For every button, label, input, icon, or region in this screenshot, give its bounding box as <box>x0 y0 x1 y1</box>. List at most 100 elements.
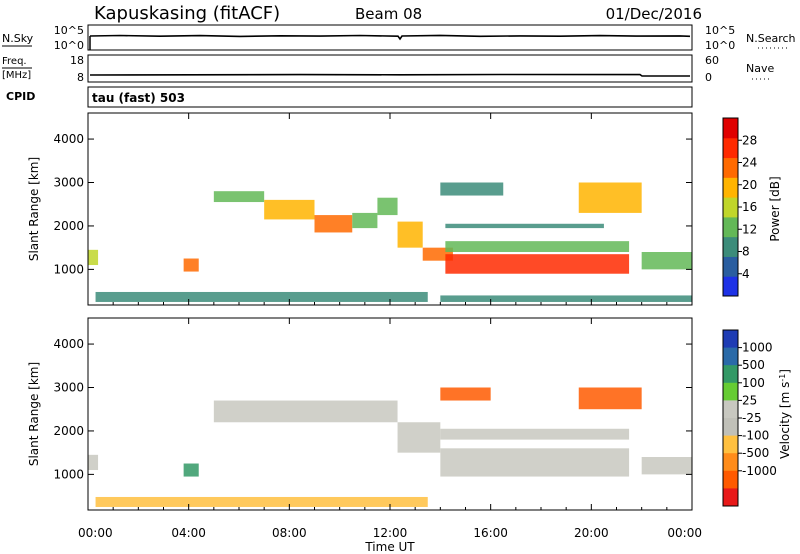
data-region <box>314 215 353 233</box>
x-tick-label: 04:00 <box>171 526 206 540</box>
data-region <box>397 422 441 453</box>
nsky-tick-bottom: 10^0 <box>54 39 84 52</box>
freq-label-bottom: [MHz] <box>2 70 31 81</box>
colorbar-tick-label: 4 <box>742 267 750 281</box>
data-region <box>578 182 642 213</box>
colorbar-tick-label: -25 <box>742 411 762 425</box>
velocity-colorbar-label-exponent: -1 <box>778 374 787 382</box>
colorbar-segment <box>723 236 738 257</box>
colorbar-tick-label: 12 <box>742 222 757 236</box>
power-data-cells <box>88 182 692 302</box>
colorbar-tick-label: 1000 <box>742 341 773 355</box>
data-region <box>440 295 692 302</box>
y-tick-label: 4000 <box>53 337 84 351</box>
data-region <box>445 223 604 229</box>
cpid-label: CPID <box>6 90 35 103</box>
data-region <box>641 457 692 475</box>
y-tick-label: 2000 <box>53 219 84 233</box>
colorbar-segment <box>723 488 738 507</box>
x-tick-label: 08:00 <box>272 526 307 540</box>
data-region <box>440 182 504 196</box>
x-tick-label: 00:00 <box>78 526 113 540</box>
time-axis: 00:00 04:00 08:00 12:00 16:00 20:00 00:00 <box>78 113 702 540</box>
data-region <box>213 400 398 423</box>
colorbar-tick-label: 100 <box>742 376 765 390</box>
colorbar-segment <box>723 470 738 489</box>
data-region <box>445 241 630 253</box>
data-region <box>213 191 265 203</box>
nsky-trace <box>89 34 691 41</box>
y-tick-label: 3000 <box>53 176 84 190</box>
colorbar-segment <box>723 276 738 297</box>
velocity-colorbar-label: Velocity [m s-1] <box>778 369 792 459</box>
colorbar-tick-label: 25 <box>742 393 757 407</box>
colorbar-tick-label: 8 <box>742 245 750 259</box>
data-region <box>397 221 423 248</box>
colorbar-segment <box>723 118 738 139</box>
power-y-ticks: 1000 2000 3000 4000 <box>53 132 692 276</box>
x-tick-label: 20:00 <box>574 526 609 540</box>
sky-panel-frame <box>87 24 693 51</box>
colorbar-segment <box>723 157 738 178</box>
colorbar-tick-label: -500 <box>742 446 769 460</box>
colorbar-tick-label: 28 <box>742 133 757 147</box>
y-tick-label: 4000 <box>53 132 84 146</box>
nsearch-tick-top: 10^5 <box>705 24 735 37</box>
colorbar-segment <box>723 453 738 472</box>
y-tick-label: 3000 <box>53 381 84 395</box>
velocity-colorbar-label-end: ] <box>778 369 792 374</box>
colorbar-tick-label: -1000 <box>742 464 777 478</box>
data-region <box>440 428 630 440</box>
colorbar-segment <box>723 330 738 349</box>
colorbar-segment <box>723 365 738 384</box>
colorbar-segment <box>723 216 738 238</box>
data-region <box>95 496 428 507</box>
data-region <box>641 252 692 270</box>
data-region <box>183 463 199 477</box>
x-tick-label: 16:00 <box>473 526 508 540</box>
velocity-ylabel: Slant Range [km] <box>27 362 41 466</box>
nave-tick-bottom: 0 <box>705 71 712 84</box>
cpid-panel-frame <box>87 86 693 108</box>
beam-title: Beam 08 <box>355 5 422 23</box>
velocity-y-ticks: 1000 2000 3000 4000 <box>53 337 692 481</box>
colorbar-tick-label: 500 <box>742 358 765 372</box>
x-tick-label: 12:00 <box>373 526 408 540</box>
data-region <box>352 212 378 229</box>
colorbar-segment <box>723 137 738 159</box>
nave-label: Nave <box>746 62 774 75</box>
velocity-colorbar: 1000 500 100 25 -25 -100 -500 -1000 <box>722 329 777 507</box>
data-region <box>88 249 99 266</box>
data-region <box>440 387 491 401</box>
date-title: 01/Dec/2016 <box>606 5 702 23</box>
data-region <box>183 258 199 272</box>
cpid-panel: CPID tau (fast) 503 <box>6 86 693 108</box>
sky-panel: N.Sky 10^5 10^0 10^5 10^0 N.Search <box>2 24 796 52</box>
power-ylabel: Slant Range [km] <box>27 157 41 261</box>
data-region <box>445 254 630 274</box>
cpid-text: tau (fast) 503 <box>92 91 185 105</box>
data-region <box>440 448 630 477</box>
data-region <box>88 454 99 471</box>
freq-tick-bottom: 8 <box>77 71 84 84</box>
power-colorbar-label: Power [dB] <box>768 176 782 241</box>
nave-tick-top: 60 <box>705 54 719 67</box>
nsky-label: N.Sky <box>2 32 34 45</box>
velocity-panel: 1000 2000 3000 4000 Slant Range [km] 1000 50… <box>27 317 792 511</box>
colorbar-segment <box>723 177 738 198</box>
freq-tick-top: 18 <box>70 54 84 67</box>
time-axis-label: Time UT <box>364 540 415 554</box>
velocity-data-cells <box>88 387 692 507</box>
y-tick-label: 1000 <box>53 467 84 481</box>
freq-trace <box>89 73 690 77</box>
colorbar-tick-label: 16 <box>742 200 757 214</box>
colorbar-segment <box>723 435 738 454</box>
freq-panel: Freq. [MHz] 18 8 60 0 Nave <box>2 54 774 84</box>
y-tick-label: 2000 <box>53 424 84 438</box>
colorbar-tick-label: -100 <box>742 429 769 443</box>
x-tick-label: 00:00 <box>667 526 702 540</box>
colorbar-segment <box>723 197 738 218</box>
data-region <box>578 387 642 410</box>
nsearch-label: N.Search <box>746 32 796 45</box>
